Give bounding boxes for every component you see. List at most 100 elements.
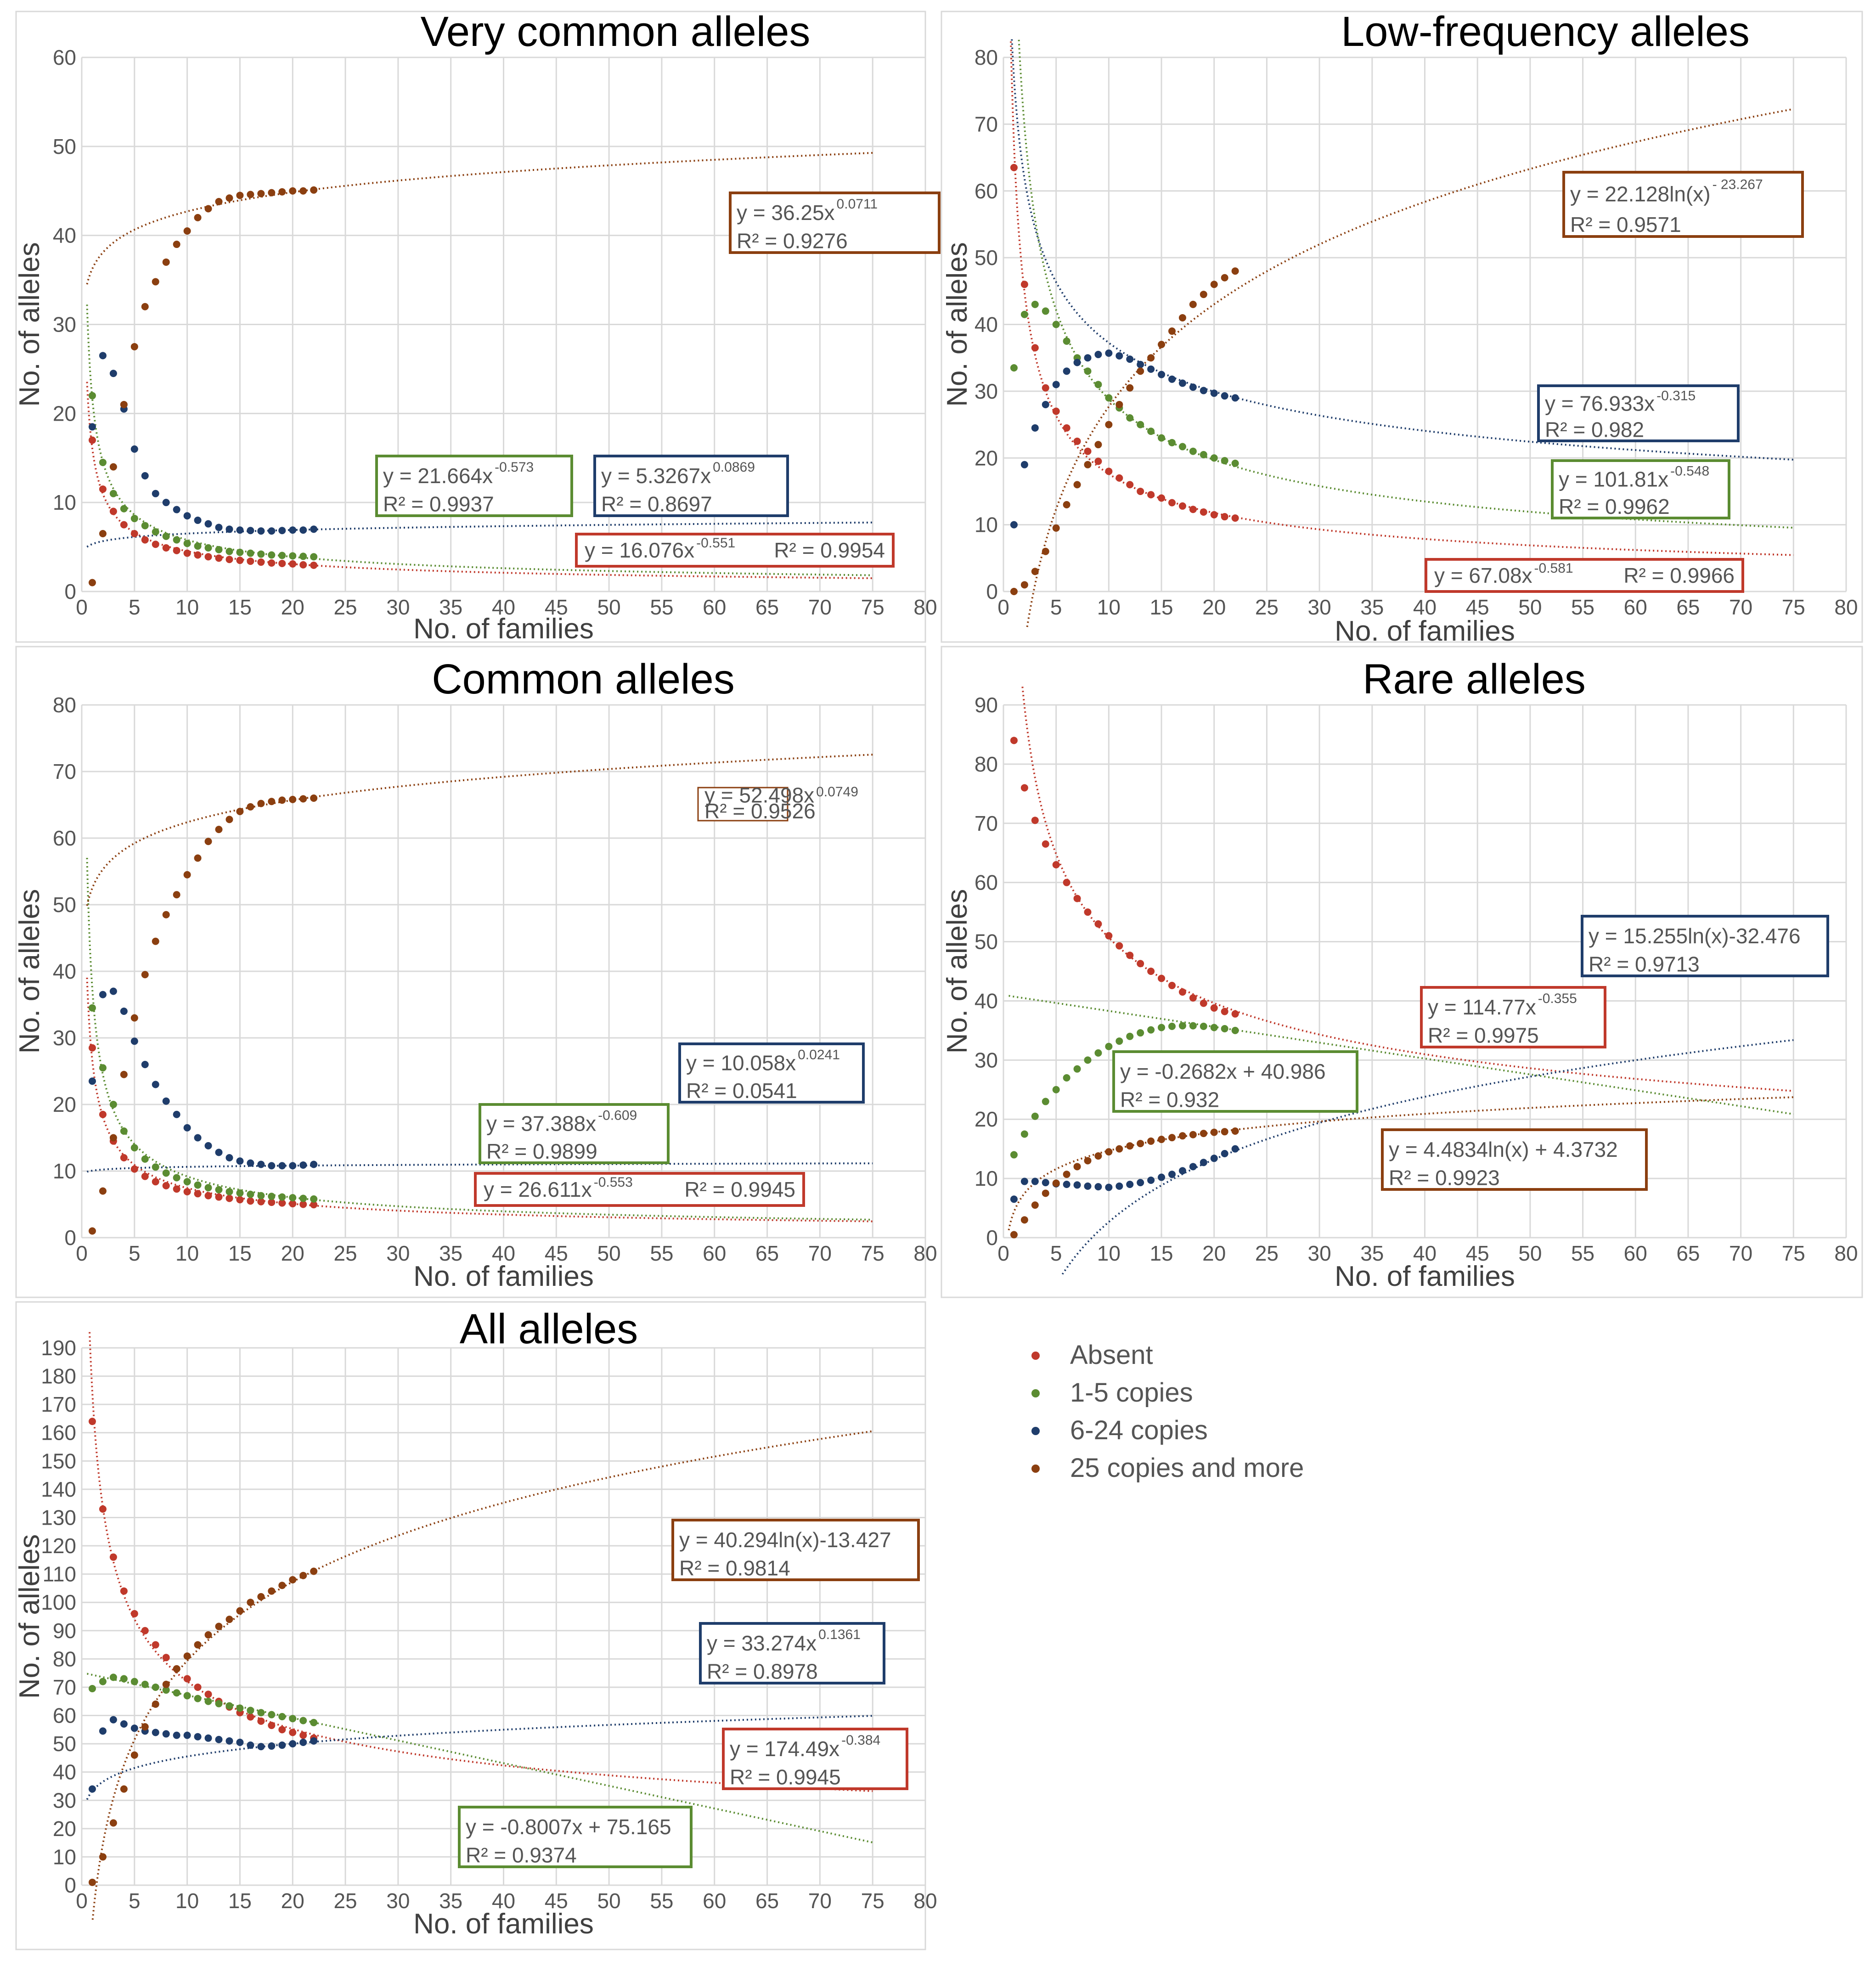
data-point: [1210, 281, 1218, 288]
x-tick-label: 50: [597, 1889, 621, 1913]
data-point: [299, 795, 307, 803]
equation-box-border: [1537, 384, 1740, 442]
x-tick-label: 75: [861, 1889, 884, 1913]
data-point: [141, 971, 149, 979]
data-point: [88, 1785, 96, 1793]
data-point: [215, 198, 223, 206]
data-point: [1115, 400, 1123, 408]
x-tick-label: 60: [703, 1889, 726, 1913]
data-point: [88, 1685, 96, 1693]
y-tick-label: 80: [975, 45, 998, 69]
data-point: [109, 1716, 117, 1724]
data-point: [225, 1737, 233, 1745]
equation-box-border: [1112, 1050, 1358, 1113]
data-point: [130, 1037, 138, 1045]
data-point: [1042, 1189, 1049, 1197]
data-point: [88, 1044, 96, 1052]
data-point: [1137, 1140, 1144, 1148]
y-tick-label: 0: [986, 1226, 998, 1250]
y-tick-label: 80: [53, 1647, 76, 1671]
data-point: [99, 458, 107, 466]
trendline-6-24-copies: [1011, 39, 1794, 461]
data-point: [1126, 1142, 1134, 1150]
data-point: [299, 1200, 307, 1208]
data-point: [257, 1593, 265, 1600]
equation-box-1-5-copies: y = 21.664x -0.573 R² = 0.9937: [375, 455, 573, 517]
data-point: [162, 258, 170, 266]
data-point: [120, 1587, 128, 1595]
data-point: [152, 1683, 159, 1691]
y-tick-label: 20: [975, 1107, 998, 1131]
trend-equation: y = 67.08x: [1434, 563, 1532, 587]
chart-title: Low-frequency alleles: [1341, 8, 1750, 55]
data-point: [1052, 1179, 1060, 1187]
equation-box-border: [1551, 459, 1730, 519]
x-tick-label: 35: [1360, 1241, 1384, 1265]
x-tick-label: 55: [650, 1889, 673, 1913]
equation-box-border: [1420, 986, 1606, 1048]
x-tick-label: 40: [1413, 595, 1437, 619]
equation-box-6-24-copies: y = 15.255ln(x)-32.476 R² = 0.9713: [1581, 915, 1829, 977]
trend-exponent: -0.551: [696, 535, 735, 551]
x-tick-label: 25: [1255, 1241, 1279, 1265]
legend-marker: [1031, 1427, 1040, 1435]
x-tick-label: 20: [1202, 1241, 1226, 1265]
data-point: [183, 1188, 191, 1195]
data-point: [1126, 384, 1134, 392]
y-tick-label: 90: [975, 693, 998, 717]
data-point: [289, 1194, 297, 1201]
data-point: [289, 1729, 297, 1736]
trend-equation: y = 52.498x: [704, 783, 814, 807]
data-point: [268, 1199, 276, 1206]
data-point: [1105, 421, 1113, 428]
trend-equation: y = -0.2682x + 40.986: [1120, 1059, 1326, 1083]
data-point: [268, 559, 276, 567]
x-tick-label: 35: [439, 595, 462, 619]
x-tick-label: 35: [439, 1889, 462, 1913]
x-tick-label: 75: [1782, 595, 1805, 619]
data-point: [268, 527, 276, 535]
data-point: [225, 1154, 233, 1161]
data-point: [1189, 506, 1197, 513]
legend-marker: [1031, 1465, 1040, 1473]
data-point: [109, 1819, 117, 1827]
trend-r-squared: R² = 0.9945: [730, 1765, 841, 1789]
data-point: [1231, 267, 1239, 275]
data-point: [1084, 1056, 1092, 1064]
data-point: [194, 1683, 202, 1691]
data-point: [299, 1739, 307, 1746]
data-point: [1158, 975, 1166, 982]
data-point: [1031, 1112, 1039, 1120]
data-point: [162, 499, 170, 507]
y-tick-label: 0: [986, 580, 998, 603]
data-point: [1031, 1201, 1039, 1209]
data-point: [1105, 1148, 1113, 1156]
y-tick-label: 20: [975, 446, 998, 470]
data-point: [130, 1165, 138, 1173]
trend-r-squared: R² = 0.9966: [1623, 563, 1735, 587]
data-point: [130, 1751, 138, 1759]
data-point: [1126, 414, 1134, 422]
data-point: [1158, 1024, 1166, 1031]
trend-r-squared: R² = 0.9923: [1389, 1166, 1500, 1190]
data-point: [109, 1134, 117, 1142]
data-point: [120, 1008, 128, 1015]
data-point: [99, 352, 107, 360]
data-point: [1094, 1183, 1102, 1191]
data-point: [1042, 547, 1049, 555]
data-point: [289, 1162, 297, 1170]
data-point: [1063, 424, 1070, 432]
equation-box-absent: y = 174.49x -0.384 R² = 0.9945: [722, 1728, 908, 1790]
data-point: [236, 192, 244, 199]
equation-box-absent: y = 67.08x -0.581 R² = 0.9966: [1425, 558, 1744, 593]
data-point: [194, 1134, 202, 1142]
legend-marker: [1031, 1389, 1040, 1397]
data-point: [120, 1070, 128, 1078]
data-point: [1063, 1074, 1070, 1082]
data-point: [268, 551, 276, 559]
data-point: [225, 547, 233, 555]
data-point: [141, 303, 149, 310]
trend-r-squared: R² = 0.9954: [774, 538, 885, 562]
data-point: [1115, 352, 1123, 360]
data-point: [1168, 327, 1176, 335]
